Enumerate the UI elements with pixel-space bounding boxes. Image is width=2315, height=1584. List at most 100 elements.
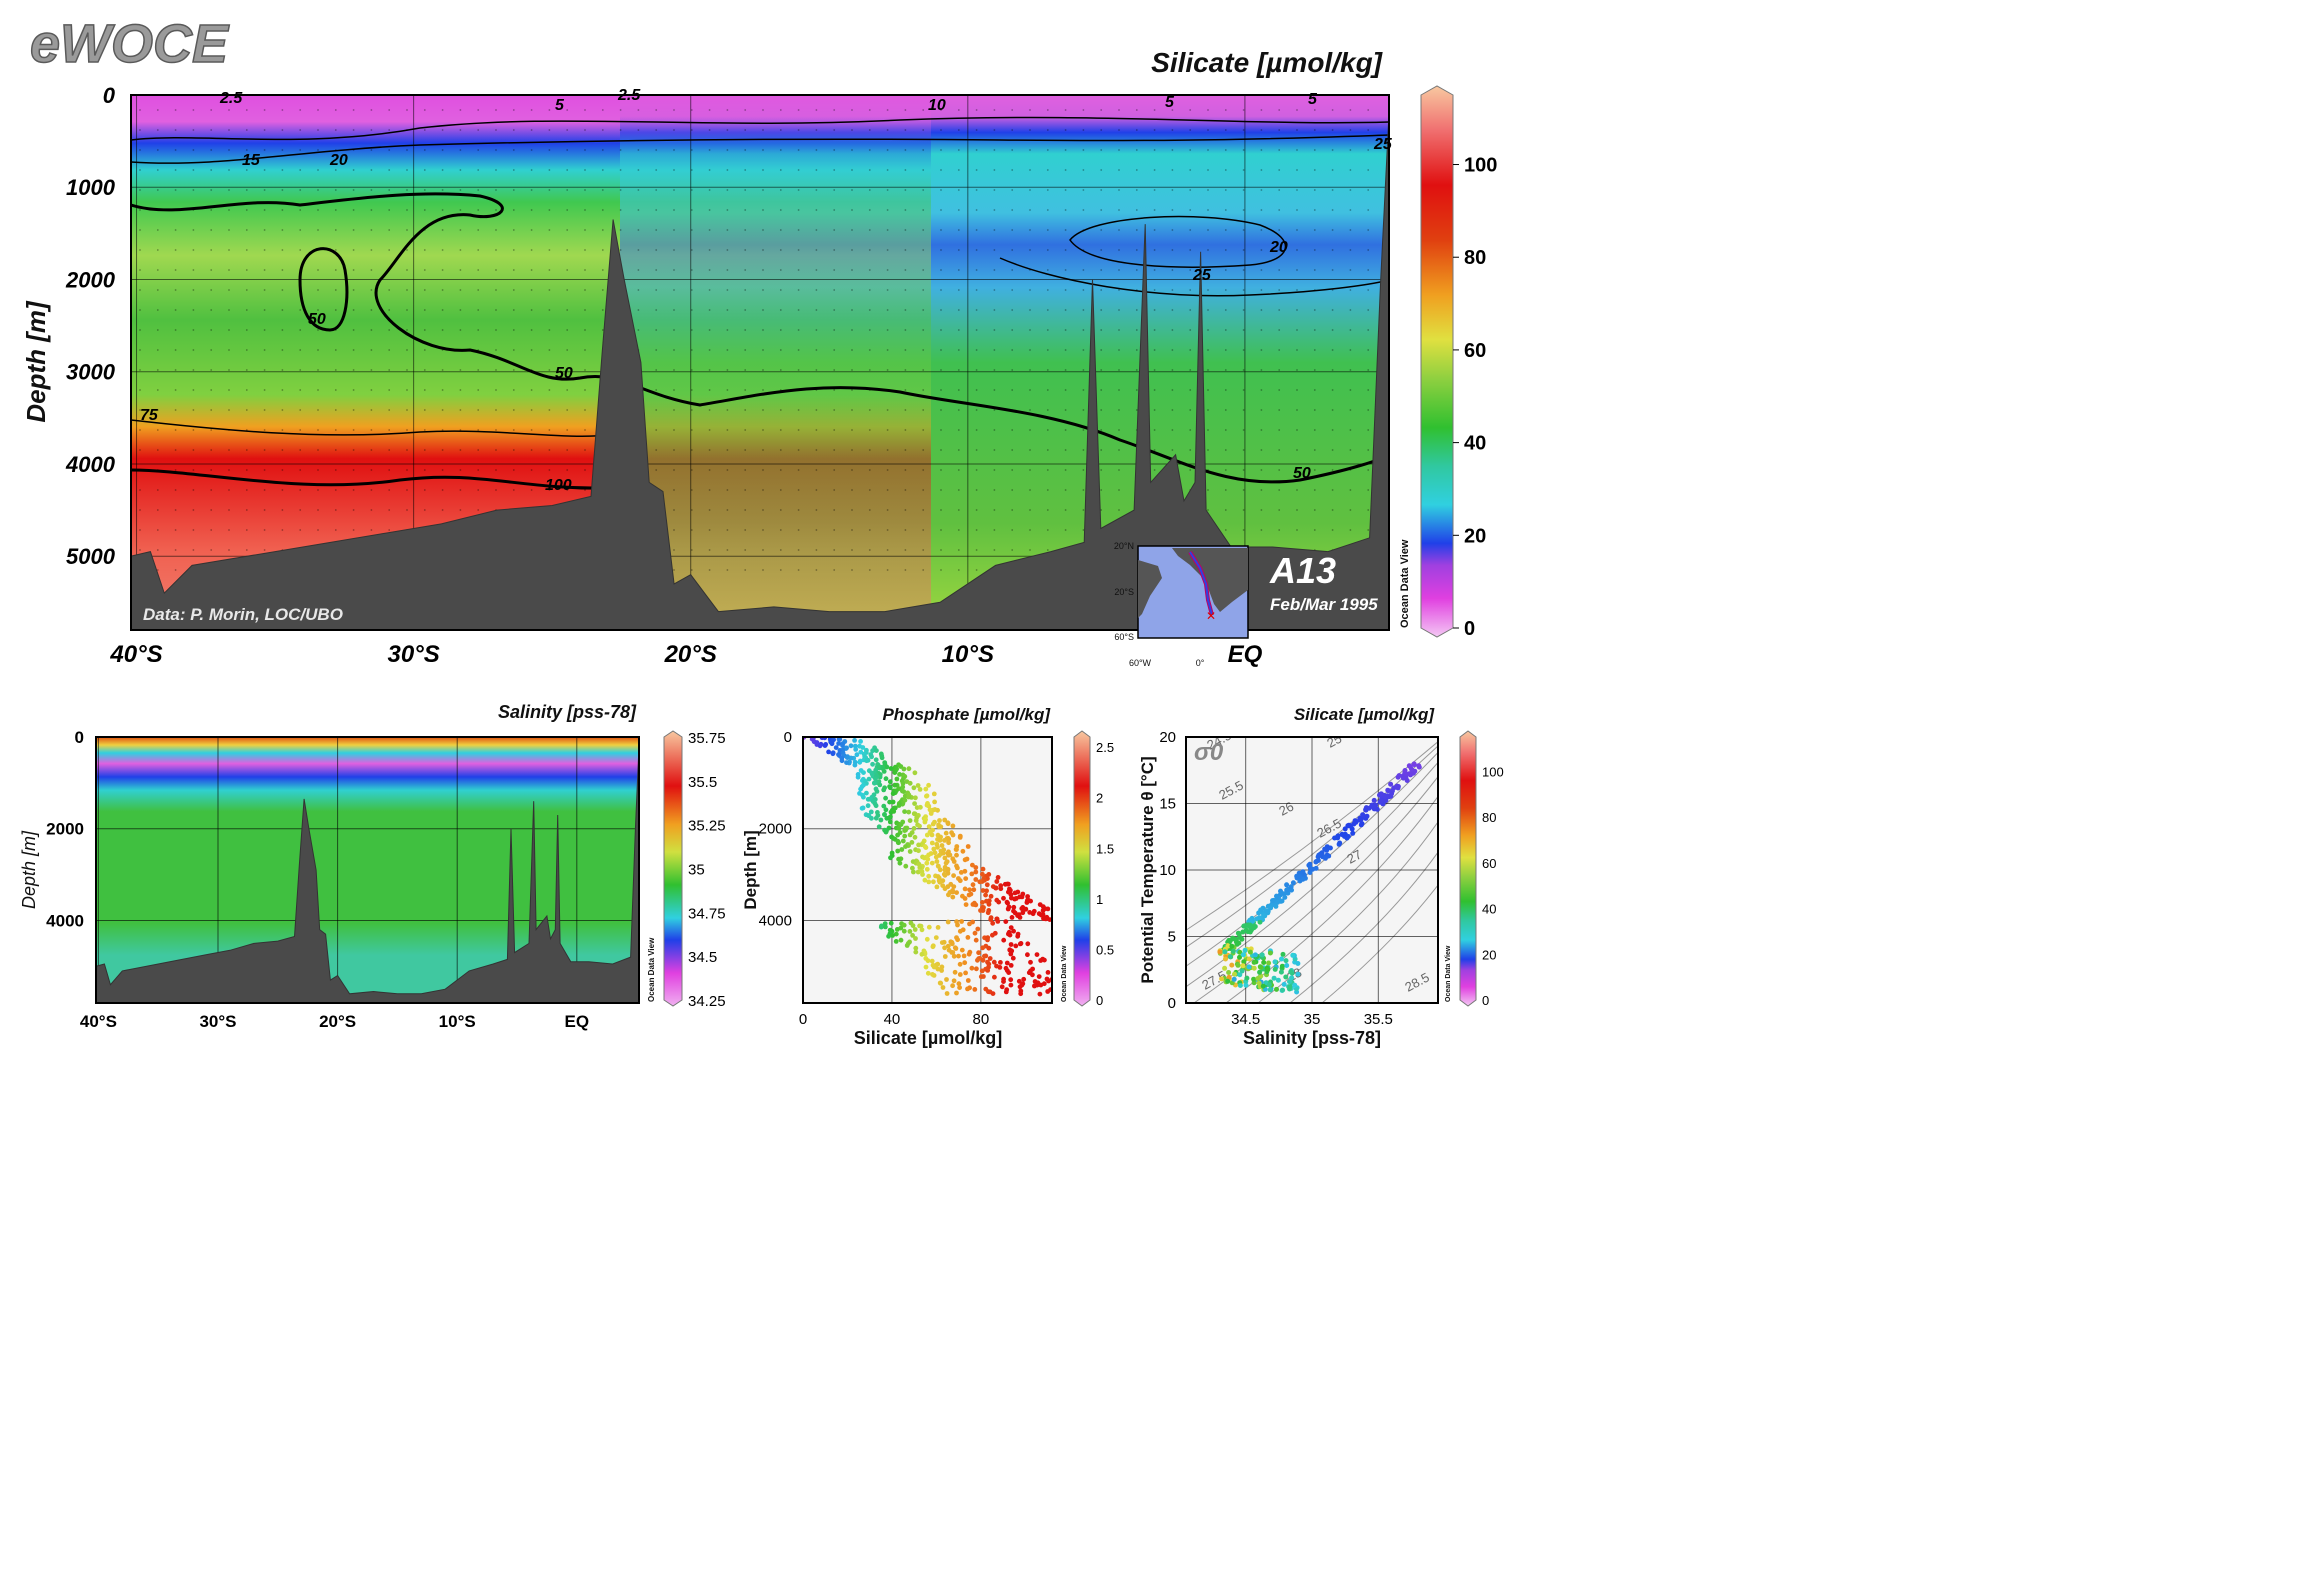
station-sample-dot: [299, 409, 302, 411]
station-sample-dot: [975, 209, 978, 211]
phosphate-point: [955, 922, 960, 928]
station-sample-dot: [762, 189, 764, 191]
station-sample-dot: [1064, 429, 1067, 431]
station-sample-dot: [1118, 149, 1120, 151]
phosphate-colorbar-ticks: 00.511.522.5: [1096, 740, 1114, 1008]
ts-point: [1289, 975, 1295, 981]
phosphate-point: [934, 884, 940, 890]
station-sample-dot: [512, 309, 515, 311]
phosphate-point: [1041, 916, 1046, 921]
phosphate-point: [924, 832, 930, 838]
station-sample-dot: [174, 529, 177, 531]
station-sample-dot: [1082, 349, 1085, 351]
station-sample-dot: [1029, 389, 1031, 391]
phosphate-point: [1025, 941, 1031, 947]
station-sample-dot: [1367, 229, 1370, 231]
station-sample-dot: [851, 389, 853, 391]
phosphate-point: [990, 991, 996, 996]
station-sample-dot: [690, 469, 693, 471]
ts-point: [1265, 967, 1271, 973]
station-sample-dot: [851, 129, 853, 131]
phosphate-point: [912, 801, 917, 806]
phosphate-colorbar-tick-label: 1.5: [1096, 841, 1114, 856]
station-sample-dot: [637, 149, 640, 151]
station-sample-dot: [940, 269, 942, 271]
phosphate-point: [957, 961, 963, 967]
ts-point: [1262, 913, 1268, 919]
station-sample-dot: [584, 109, 586, 111]
ts-point: [1278, 898, 1284, 904]
phosphate-point: [922, 819, 928, 825]
station-sample-dot: [690, 249, 693, 251]
station-sample-dot: [1135, 209, 1138, 211]
station-sample-dot: [530, 149, 533, 151]
main-colorbar-watermark: Ocean Data View: [1399, 539, 1411, 628]
station-sample-dot: [1011, 129, 1014, 131]
station-sample-dot: [1118, 349, 1120, 351]
phosphate-point: [980, 957, 986, 963]
station-sample-dot: [1118, 309, 1120, 311]
station-sample-dot: [1349, 489, 1352, 491]
station-sample-dot: [263, 229, 266, 231]
station-sample-dot: [904, 429, 907, 431]
phosphate-point: [966, 951, 972, 957]
phosphate-point: [942, 838, 947, 843]
phosphate-point: [1018, 991, 1024, 997]
ts-point: [1223, 956, 1228, 962]
station-sample-dot: [815, 429, 818, 431]
phosphate-point: [861, 770, 866, 775]
station-sample-dot: [726, 229, 729, 231]
station-sample-dot: [1278, 249, 1281, 251]
station-sample-dot: [1100, 209, 1103, 211]
phosphate-point: [1008, 982, 1014, 988]
station-sample-dot: [210, 149, 213, 151]
ts-point: [1266, 960, 1272, 966]
station-sample-dot: [334, 449, 337, 451]
ts-y-label: Potential Temperature θ [°C]: [1138, 756, 1157, 983]
phosphate-point: [971, 902, 977, 907]
station-sample-dot: [708, 429, 711, 431]
station-sample-dot: [566, 309, 569, 311]
station-sample-dot: [601, 129, 604, 131]
station-sample-dot: [352, 229, 355, 231]
station-sample-dot: [1171, 269, 1174, 271]
salinity-seafloor: [95, 746, 640, 1004]
station-sample-dot: [744, 549, 747, 551]
ts-point: [1237, 949, 1243, 955]
station-sample-dot: [1278, 409, 1281, 411]
station-sample-dot: [566, 449, 569, 451]
station-sample-dot: [851, 289, 853, 291]
phosphate-point: [946, 840, 951, 846]
main-x-tick-label: 30°S: [387, 641, 439, 668]
phosphate-colorbar-tick-label: 0.5: [1096, 942, 1114, 957]
phosphate-point: [873, 757, 879, 763]
station-sample-dot: [584, 209, 586, 211]
station-sample-dot: [851, 309, 853, 311]
station-sample-dot: [690, 129, 693, 131]
station-sample-dot: [833, 409, 836, 411]
station-sample-dot: [156, 129, 159, 131]
station-sample-dot: [922, 529, 925, 531]
station-sample-dot: [352, 409, 355, 411]
station-sample-dot: [156, 229, 159, 231]
station-sample-dot: [459, 309, 462, 311]
station-sample-dot: [851, 509, 853, 511]
station-sample-dot: [370, 449, 373, 451]
phosphate-point: [970, 882, 976, 888]
phosphate-point: [1030, 972, 1035, 978]
phosphate-point: [1007, 947, 1013, 953]
ts-point: [1260, 983, 1266, 989]
phosphate-point: [995, 919, 1001, 924]
station-sample-dot: [1046, 489, 1049, 491]
station-sample-dot: [1331, 149, 1334, 151]
phosphate-point: [990, 920, 996, 926]
station-sample-dot: [174, 449, 177, 451]
station-sample-dot: [1153, 229, 1156, 231]
station-sample-dot: [904, 109, 907, 111]
phosphate-point: [859, 805, 865, 811]
phosphate-point: [973, 937, 979, 943]
phosphate-point: [1030, 911, 1036, 917]
ts-point: [1278, 969, 1284, 975]
ts-point: [1283, 958, 1289, 964]
phosphate-point: [906, 766, 912, 772]
